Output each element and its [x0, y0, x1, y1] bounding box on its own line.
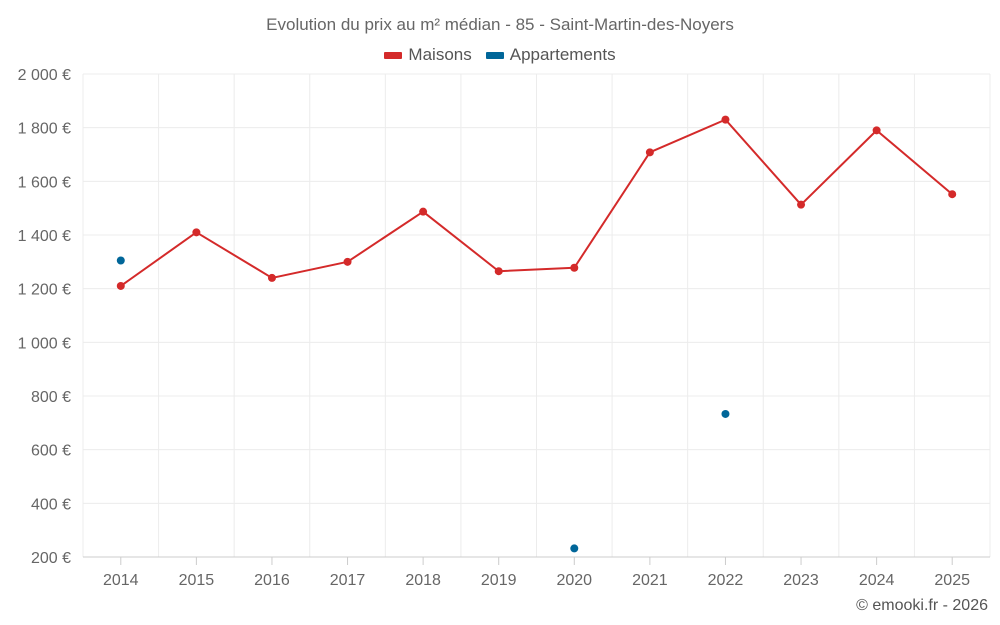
legend-label-maisons: Maisons [408, 45, 472, 64]
data-point-maisons [192, 228, 201, 237]
x-tick-label: 2018 [405, 572, 441, 589]
x-tick-label: 2024 [859, 572, 895, 589]
x-tick-label: 2020 [556, 572, 592, 589]
y-tick-label: 200 € [31, 550, 71, 567]
data-point-appartements [570, 544, 579, 553]
chart-title: Evolution du prix au m² médian - 85 - Sa… [266, 15, 734, 34]
x-tick-label: 2023 [783, 572, 819, 589]
legend-item-appartements[interactable]: Appartements [485, 45, 616, 65]
y-tick-label: 1 000 € [18, 335, 71, 352]
legend-item-maisons[interactable]: Maisons [384, 45, 472, 65]
x-tick-label: 2016 [254, 572, 290, 589]
data-point-appartements [721, 409, 730, 418]
series-line-maisons [120, 118, 953, 287]
x-tick-label: 2022 [708, 572, 744, 589]
x-tick-label: 2025 [934, 572, 970, 589]
y-tick-label: 1 400 € [18, 228, 71, 245]
legend: Maisons Appartements [0, 45, 1000, 65]
legend-swatch-appartements [485, 51, 504, 59]
y-tick-label: 600 € [31, 443, 71, 460]
data-point-maisons [948, 190, 957, 199]
y-tick-label: 2 000 € [18, 67, 71, 84]
y-tick-label: 1 200 € [18, 282, 71, 299]
y-tick-label: 1 600 € [18, 174, 71, 191]
legend-swatch-maisons [384, 51, 403, 59]
x-tick-label: 2014 [103, 572, 139, 589]
data-point-maisons [419, 207, 428, 216]
data-point-maisons [872, 126, 881, 135]
data-point-maisons [267, 273, 276, 282]
data-point-maisons [797, 200, 806, 209]
y-tick-label: 400 € [31, 496, 71, 513]
data-point-maisons [116, 281, 125, 290]
data-point-maisons [570, 263, 579, 272]
data-point-appartements [116, 256, 125, 265]
legend-label-appartements: Appartements [509, 45, 616, 64]
x-tick-label: 2019 [481, 572, 517, 589]
x-tick-label: 2015 [179, 572, 215, 589]
credit: © emooki.fr - 2026 [856, 597, 988, 614]
x-tick-label: 2021 [632, 572, 668, 589]
y-tick-label: 800 € [31, 389, 71, 406]
y-tick-label: 1 800 € [18, 121, 71, 138]
data-point-maisons [343, 257, 352, 266]
data-point-maisons [494, 267, 503, 276]
data-point-maisons [645, 148, 654, 157]
x-tick-label: 2017 [330, 572, 366, 589]
data-point-maisons [721, 115, 730, 124]
